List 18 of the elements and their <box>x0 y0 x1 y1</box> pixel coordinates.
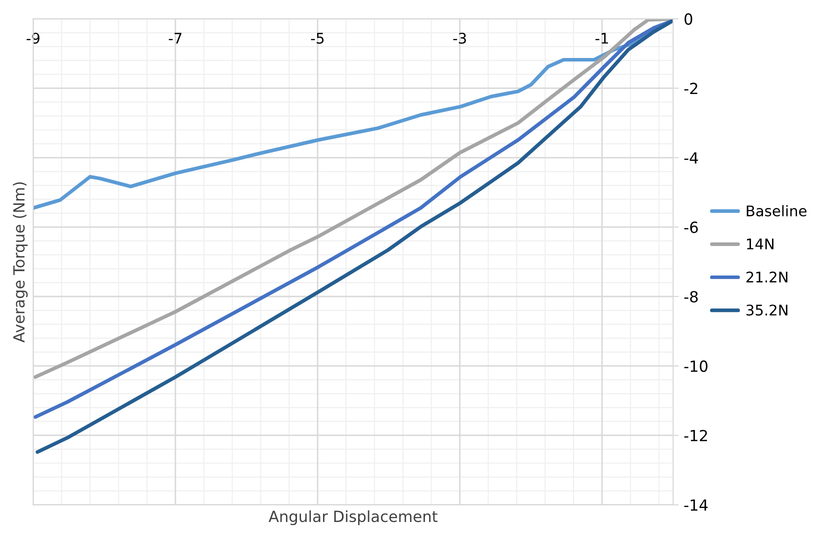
legend-label: 14N <box>746 238 774 250</box>
legend-label: 21.2N <box>746 272 788 282</box>
x-tick-label: -1 <box>595 32 608 44</box>
x-tick-label: -7 <box>168 32 182 44</box>
y-tick-label: -4 <box>684 152 698 164</box>
legend-label: 35.2N <box>746 304 788 316</box>
y-tick-label: -6 <box>684 222 698 234</box>
y-tick-label: -2 <box>684 82 698 94</box>
legend-label: Baseline <box>746 205 806 216</box>
x-axis-title: Angular Displacement <box>268 510 438 526</box>
x-tick-label: -5 <box>311 32 324 44</box>
y-tick-label: -8 <box>684 290 698 303</box>
x-tick-label: -3 <box>453 32 466 44</box>
y-tick-label: 0 <box>684 13 692 25</box>
y-tick-label: -12 <box>684 430 707 442</box>
y-tick-label: -10 <box>684 360 708 372</box>
y-tick-label: -14 <box>684 499 708 511</box>
y-axis-title: Average Torque (Nm) <box>12 182 28 342</box>
